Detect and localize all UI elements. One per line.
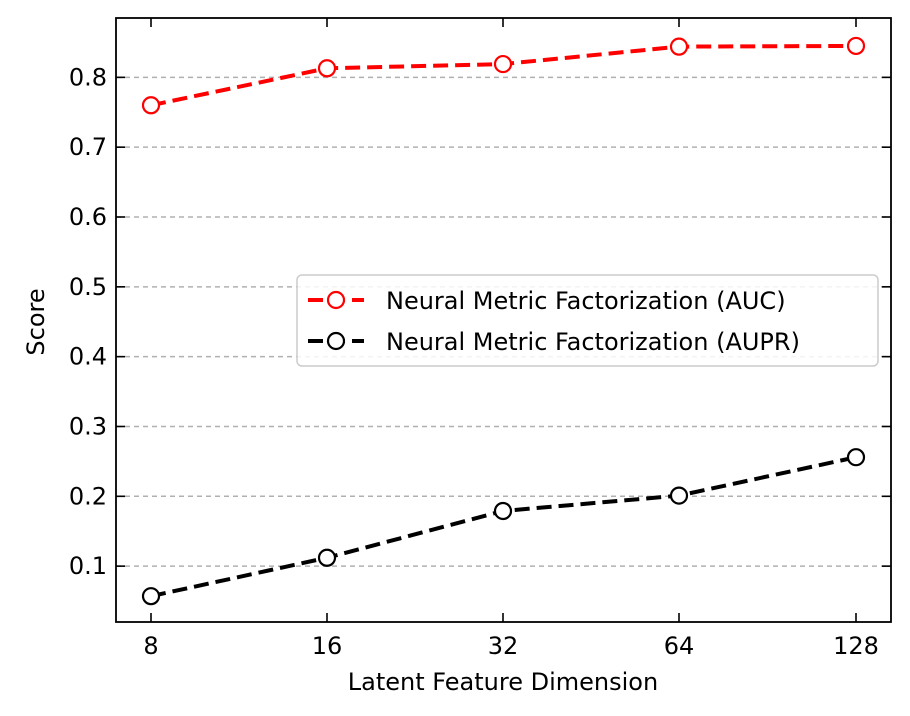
- x-tick-label: 64: [664, 632, 695, 660]
- data-point: [848, 449, 864, 465]
- x-tick-label: 8: [143, 632, 158, 660]
- x-axis-label: Latent Feature Dimension: [348, 668, 658, 696]
- y-tick-label: 0.8: [69, 63, 107, 91]
- legend-marker: [328, 333, 344, 349]
- data-point: [495, 56, 511, 72]
- y-tick-label: 0.2: [69, 482, 107, 510]
- legend-label: Neural Metric Factorization (AUPR): [386, 328, 800, 356]
- series-line-1: [151, 46, 856, 105]
- legend-label: Neural Metric Factorization (AUC): [386, 287, 786, 315]
- y-tick-label: 0.1: [69, 552, 107, 580]
- data-point: [143, 97, 159, 113]
- y-tick-label: 0.3: [69, 412, 107, 440]
- x-tick-label: 128: [833, 632, 879, 660]
- data-point: [671, 39, 687, 55]
- data-point: [848, 38, 864, 54]
- series-line-2: [151, 457, 856, 596]
- data-point: [143, 588, 159, 604]
- x-tick-label: 16: [312, 632, 343, 660]
- y-axis-label: Score: [22, 288, 50, 355]
- legend-marker: [328, 292, 344, 308]
- data-point: [319, 550, 335, 566]
- data-point: [319, 60, 335, 76]
- y-tick-label: 0.5: [69, 273, 107, 301]
- y-tick-label: 0.6: [69, 203, 107, 231]
- y-tick-label: 0.7: [69, 133, 107, 161]
- data-point: [671, 488, 687, 504]
- legend: Neural Metric Factorization (AUC) Neural …: [297, 275, 878, 366]
- x-tick-label: 32: [488, 632, 519, 660]
- data-point: [495, 503, 511, 519]
- y-tick-label: 0.4: [69, 343, 107, 371]
